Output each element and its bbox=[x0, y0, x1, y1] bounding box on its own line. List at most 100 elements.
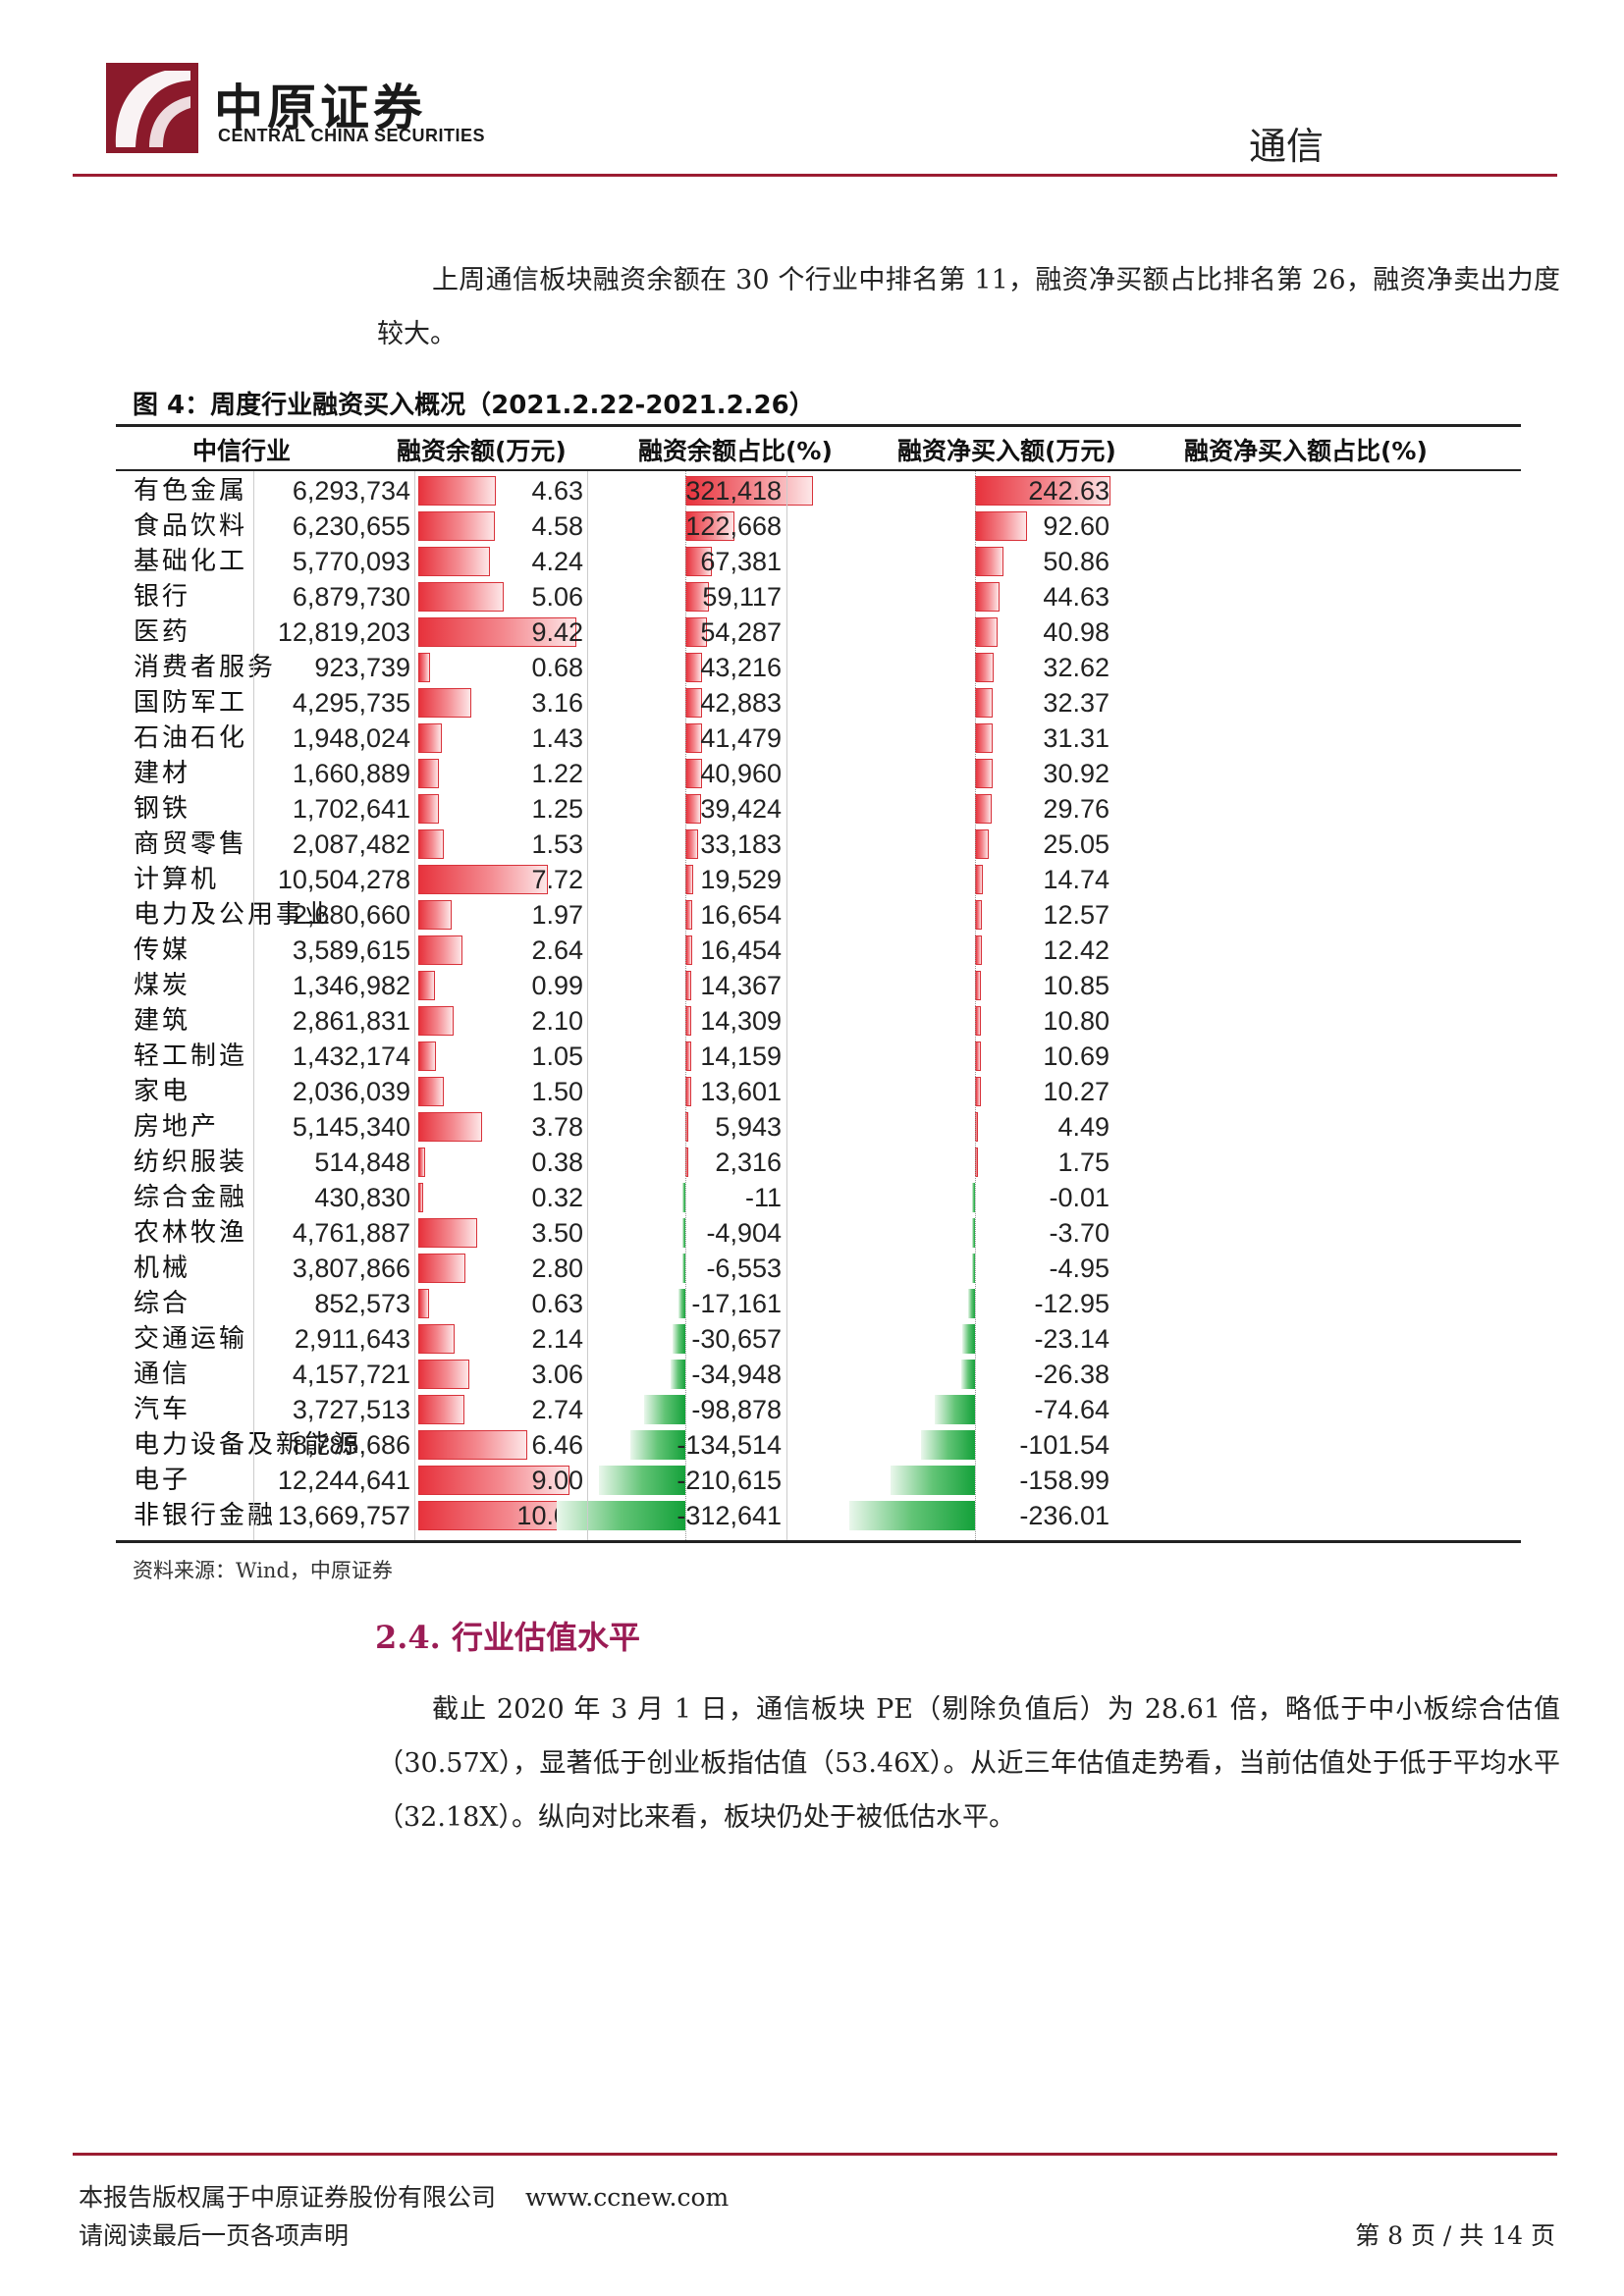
industry-name: 有色金属 bbox=[134, 476, 248, 506]
table-row: 电子 12,244,641 9.00 -210,615 -158.99 bbox=[116, 1463, 1521, 1498]
footer-copyright-line: 本报告版权属于中原证券股份有限公司 www.ccnew.com bbox=[79, 2178, 729, 2214]
balance-pct-bar bbox=[418, 582, 504, 612]
net-buy-pct-value: 10.85 bbox=[1043, 971, 1110, 1000]
net-buy-pct-bar-negative bbox=[960, 1360, 975, 1389]
net-buy-value: 14,309 bbox=[700, 1006, 782, 1036]
net-buy-bar-positive bbox=[685, 476, 813, 506]
balance-pct-bar bbox=[418, 1395, 464, 1424]
net-buy-value: 2,316 bbox=[715, 1148, 782, 1177]
balance-pct-value: 1.97 bbox=[531, 900, 583, 930]
financing-balance: 1,702,641 bbox=[292, 794, 410, 824]
financing-balance: 6,879,730 bbox=[292, 582, 410, 612]
net-buy-pct-value: -0.01 bbox=[1049, 1183, 1110, 1212]
net-buy-pct-value: -4.95 bbox=[1049, 1254, 1110, 1283]
balance-pct-value: 3.78 bbox=[531, 1112, 583, 1142]
table-row: 基础化工 5,770,093 4.24 67,381 50.86 bbox=[116, 544, 1521, 579]
balance-pct-value: 4.24 bbox=[531, 547, 583, 576]
net-buy-value: 43,216 bbox=[700, 653, 782, 682]
balance-pct-value: 4.58 bbox=[531, 511, 583, 541]
balance-pct-bar bbox=[418, 617, 577, 647]
report-sector: 通信 bbox=[1248, 125, 1324, 168]
net-buy-pct-bar-negative bbox=[972, 1254, 975, 1283]
industry-name: 消费者服务 bbox=[134, 653, 277, 682]
balance-pct-value: 0.68 bbox=[531, 653, 583, 682]
net-buy-value: 39,424 bbox=[700, 794, 782, 824]
balance-pct-value: 1.50 bbox=[531, 1077, 583, 1106]
industry-name: 国防军工 bbox=[134, 688, 248, 718]
balance-pct-bar bbox=[418, 688, 472, 718]
balance-pct-value: 0.32 bbox=[531, 1183, 583, 1212]
balance-pct-bar bbox=[418, 1466, 570, 1495]
balance-pct-bar bbox=[418, 1254, 465, 1283]
balance-pct-value: 0.99 bbox=[531, 971, 583, 1000]
header-industry: 中信行业 bbox=[192, 437, 292, 465]
net-buy-value: 13,601 bbox=[700, 1077, 782, 1106]
balance-pct-bar bbox=[418, 865, 549, 894]
financing-balance: 4,295,735 bbox=[292, 688, 410, 718]
table-row: 建筑 2,861,831 2.10 14,309 10.80 bbox=[116, 1003, 1521, 1039]
net-buy-pct-value: 25.05 bbox=[1043, 829, 1110, 859]
financing-balance: 2,680,660 bbox=[292, 900, 410, 930]
section-title: 2.4. 行业估值水平 bbox=[375, 1619, 640, 1656]
net-buy-value: 33,183 bbox=[700, 829, 782, 859]
balance-pct-value: 3.50 bbox=[531, 1218, 583, 1248]
footer-url[interactable]: www.ccnew.com bbox=[525, 2183, 730, 2212]
industry-name: 计算机 bbox=[134, 865, 220, 894]
balance-pct-value: 2.10 bbox=[531, 1006, 583, 1036]
net-buy-bar-negative bbox=[671, 1360, 685, 1389]
net-buy-pct-bar-negative bbox=[920, 1430, 975, 1460]
table-row: 有色金属 6,293,734 4.63 321,418 242.63 bbox=[116, 473, 1521, 508]
net-buy-pct-value: -74.64 bbox=[1034, 1395, 1110, 1424]
industry-name: 基础化工 bbox=[134, 547, 248, 576]
industry-name: 机械 bbox=[134, 1254, 191, 1283]
net-buy-value: -6,553 bbox=[706, 1254, 782, 1283]
balance-pct-bar bbox=[418, 1430, 527, 1460]
net-buy-pct-axis bbox=[975, 471, 977, 1540]
net-buy-pct-value: 44.63 bbox=[1043, 582, 1110, 612]
balance-pct-bar bbox=[418, 1148, 425, 1177]
net-buy-value: 41,479 bbox=[700, 723, 782, 753]
table-row: 机械 3,807,866 2.80 -6,553 -4.95 bbox=[116, 1251, 1521, 1286]
net-buy-value: 16,454 bbox=[700, 935, 782, 965]
table-row: 医药 12,819,203 9.42 54,287 40.98 bbox=[116, 614, 1521, 650]
table-row: 家电 2,036,039 1.50 13,601 10.27 bbox=[116, 1074, 1521, 1109]
net-buy-value: -17,161 bbox=[691, 1289, 782, 1318]
balance-pct-value: 6.46 bbox=[531, 1430, 583, 1460]
financing-balance: 852,573 bbox=[314, 1289, 410, 1318]
table-row: 传媒 3,589,615 2.64 16,454 12.42 bbox=[116, 933, 1521, 968]
balance-pct-bar bbox=[418, 1112, 482, 1142]
table-row: 银行 6,879,730 5.06 59,117 44.63 bbox=[116, 579, 1521, 614]
table-row: 综合金融 430,830 0.32 -11 -0.01 bbox=[116, 1180, 1521, 1215]
brand-name-cn: 中原证券 bbox=[214, 79, 426, 136]
industry-name: 轻工制造 bbox=[134, 1041, 248, 1071]
industry-name: 房地产 bbox=[134, 1112, 220, 1142]
net-buy-pct-bar-negative bbox=[972, 1218, 975, 1248]
balance-pct-bar bbox=[418, 1324, 455, 1354]
industry-name: 建材 bbox=[134, 759, 191, 788]
table-row: 计算机 10,504,278 7.72 19,529 14.74 bbox=[116, 862, 1521, 897]
financing-balance: 1,432,174 bbox=[292, 1041, 410, 1071]
financing-balance: 5,145,340 bbox=[292, 1112, 410, 1142]
industry-name: 建筑 bbox=[134, 1006, 191, 1036]
industry-name: 食品饮料 bbox=[134, 511, 248, 541]
net-buy-value: 122,668 bbox=[685, 511, 782, 541]
balance-pct-value: 9.00 bbox=[531, 1466, 583, 1495]
balance-pct-value: 2.74 bbox=[531, 1395, 583, 1424]
net-buy-bar-negative bbox=[673, 1324, 685, 1354]
figure-title: 图 4：周度行业融资买入概况（2021.2.22-2021.2.26） bbox=[133, 391, 815, 420]
table-top-rule bbox=[116, 424, 1521, 427]
netbuy-col-separator bbox=[786, 471, 787, 1540]
financing-balance: 923,739 bbox=[314, 653, 410, 682]
net-buy-value: 14,159 bbox=[700, 1041, 782, 1071]
net-buy-bar-negative bbox=[644, 1395, 685, 1424]
financing-balance: 12,244,641 bbox=[277, 1466, 410, 1495]
net-buy-value: 321,418 bbox=[685, 476, 782, 506]
net-buy-bar-negative bbox=[598, 1466, 685, 1495]
net-buy-value: 40,960 bbox=[700, 759, 782, 788]
balance-pct-value: 5.06 bbox=[531, 582, 583, 612]
net-buy-pct-value: 50.86 bbox=[1043, 547, 1110, 576]
net-buy-value: 19,529 bbox=[700, 865, 782, 894]
table-bottom-rule bbox=[116, 1540, 1521, 1543]
net-buy-bar-negative bbox=[682, 1254, 685, 1283]
financing-balance: 6,230,655 bbox=[292, 511, 410, 541]
